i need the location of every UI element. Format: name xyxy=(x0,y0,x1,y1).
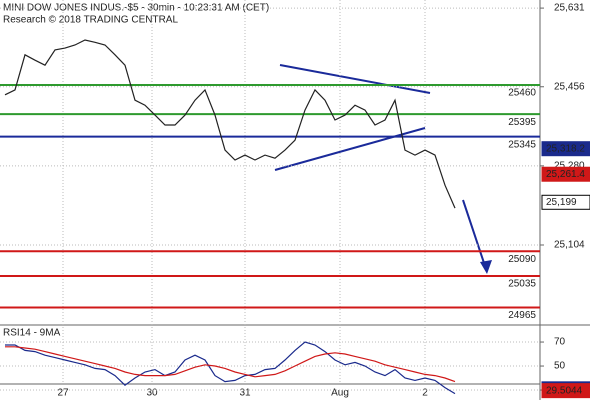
x-tick-label: 27 xyxy=(57,388,69,399)
series-line xyxy=(4,39,456,209)
y-tick-label: 25,104 xyxy=(554,240,585,251)
price-marker-label: 25,261.4 xyxy=(546,169,585,180)
x-tick-label: 30 xyxy=(146,388,158,399)
chart-title: MINI DOW JONES INDUS.-$5 - 30min - 10:23… xyxy=(3,3,269,14)
trendline xyxy=(274,127,426,171)
x-tick-label: 31 xyxy=(239,388,251,399)
y-tick-label: 25,631 xyxy=(554,3,585,14)
series-line xyxy=(5,346,456,383)
price-marker-label: 25,199 xyxy=(546,197,577,208)
level-label: 25395 xyxy=(508,117,536,128)
level-label: 24965 xyxy=(508,310,536,321)
price-marker xyxy=(541,141,590,157)
forecast-arrow xyxy=(462,199,486,267)
panel-title: RSI14 - 9MA xyxy=(3,328,61,339)
x-tick-label: 2 xyxy=(422,388,428,399)
y-tick-label: 50 xyxy=(554,361,566,372)
level-label: 25460 xyxy=(508,88,536,99)
arrow-head xyxy=(480,260,492,274)
x-tick-label: Aug xyxy=(331,388,349,399)
price-marker xyxy=(541,383,590,399)
y-tick-label: 25,280 xyxy=(554,161,585,172)
y-tick-label: 25,456 xyxy=(554,81,585,92)
level-label: 25345 xyxy=(508,139,536,150)
price-marker-label: 29.5044 xyxy=(546,385,583,396)
y-tick-label: 70 xyxy=(554,337,566,348)
price-marker xyxy=(541,166,590,182)
series-line xyxy=(5,341,456,395)
trendline xyxy=(279,64,431,94)
price-marker-label: 25,318.2 xyxy=(546,143,585,154)
chart-subtitle: Research © 2018 TRADING CENTRAL xyxy=(3,15,178,26)
price-marker xyxy=(541,194,590,210)
level-label: 25090 xyxy=(508,254,536,265)
level-label: 25035 xyxy=(508,279,536,290)
